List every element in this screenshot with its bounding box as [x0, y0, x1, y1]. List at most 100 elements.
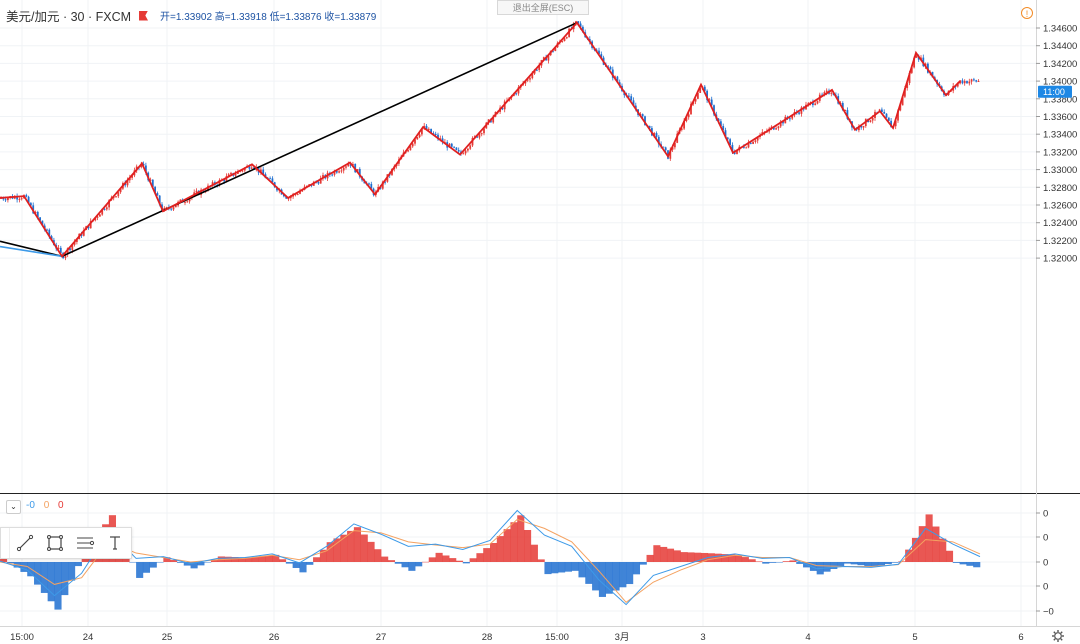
symbol-label[interactable]: 美元/加元 · 30 · FXCM: [6, 10, 132, 24]
candle-body: [846, 110, 849, 119]
candle-body: [223, 179, 225, 182]
candle-body: [674, 142, 676, 148]
price-tick-label: 1.33600: [1043, 112, 1077, 123]
fib-tool-button[interactable]: [70, 528, 100, 558]
candle-body: [582, 26, 584, 33]
macd-histogram-bar: [455, 560, 464, 562]
time-tick-label: 26: [269, 632, 280, 643]
candle-body: [542, 57, 545, 61]
candle-body: [653, 133, 656, 136]
macd-histogram-bar: [54, 562, 62, 610]
candle-body: [331, 174, 334, 176]
macd-histogram-bar: [966, 562, 974, 566]
candle-body: [262, 169, 265, 175]
candle-body: [82, 230, 85, 236]
price-tick-label: 1.32800: [1043, 183, 1077, 194]
candle-body: [260, 169, 262, 173]
candle-body: [36, 211, 39, 218]
macd-histogram-bar: [755, 561, 763, 562]
macd-histogram-bar: [136, 562, 144, 578]
candle-body: [632, 100, 635, 106]
macd-histogram-bar: [449, 558, 457, 562]
candle-body: [655, 133, 658, 137]
price-tick-label: 1.32200: [1043, 236, 1077, 247]
candle-body: [283, 194, 285, 197]
macd-histogram-bar: [551, 562, 559, 574]
candle-body: [356, 168, 359, 173]
candle-body: [289, 196, 292, 199]
candle-body: [41, 220, 44, 226]
candle-body: [687, 114, 690, 118]
current-price-tag: [1038, 85, 1072, 98]
candle-body: [800, 107, 803, 114]
candle-body: [724, 130, 727, 138]
macd-histogram-bar: [932, 526, 940, 562]
macd-histogram-bar: [415, 562, 423, 567]
macd-histogram-bar: [877, 562, 886, 566]
macd-histogram-bar: [762, 562, 770, 564]
candle-body: [883, 111, 886, 114]
candle-body: [699, 87, 702, 93]
candle-body: [296, 193, 299, 195]
macd-histogram-bar: [694, 552, 702, 562]
candle-body: [126, 180, 129, 186]
flag-icon[interactable]: [139, 10, 149, 21]
candle-body: [915, 55, 918, 58]
candle-body: [71, 244, 74, 251]
rectangle-tool-button[interactable]: [40, 528, 70, 558]
candle-body: [184, 201, 186, 203]
chart-header: 美元/加元 · 30 · FXCM 开=1.33902 高=1.33918 低=…: [6, 6, 376, 25]
macd-histogram-bar: [313, 557, 321, 562]
macd-histogram-bar: [285, 562, 293, 564]
candle-body: [253, 167, 255, 169]
macd-histogram-bar: [564, 562, 572, 572]
candle-body: [752, 141, 754, 144]
candle-body: [234, 173, 237, 176]
time-tick-label: 24: [83, 632, 94, 643]
trendline: [0, 245, 63, 258]
candle-body: [186, 201, 189, 203]
candle-body: [128, 177, 131, 181]
candle-body: [467, 148, 469, 151]
macd-histogram-bar: [68, 562, 76, 581]
candle-body: [703, 86, 706, 91]
macd-tick-label: 0: [1043, 509, 1048, 520]
candle-body: [476, 136, 478, 138]
macd-histogram-bar: [843, 562, 851, 564]
candle-body: [418, 134, 421, 138]
candle-body: [416, 137, 419, 140]
text-tool-button[interactable]: [100, 528, 130, 558]
candle-body: [616, 76, 619, 83]
price-tick-label: 1.34000: [1043, 77, 1077, 88]
candle-body: [961, 80, 964, 84]
time-tick-label: 6: [1018, 632, 1023, 643]
macd-histogram-bar: [673, 550, 681, 562]
warning-icon[interactable]: !: [1021, 7, 1033, 19]
macd-histogram-bar: [156, 562, 164, 563]
candle-body: [211, 182, 214, 186]
toolbar-grip[interactable]: [1, 528, 10, 558]
candle-body: [798, 112, 800, 114]
candle-body: [644, 116, 646, 126]
macd-histogram-bar: [735, 554, 743, 562]
candle-body: [538, 65, 541, 70]
candle-body: [536, 69, 538, 71]
macd-histogram-bar: [666, 548, 675, 562]
line-tool-button[interactable]: [10, 528, 40, 558]
candle-body: [977, 80, 980, 82]
exit-fullscreen-button[interactable]: 退出全屏(ESC): [497, 0, 589, 15]
candle-body: [170, 208, 173, 210]
macd-histogram-bar: [183, 562, 191, 566]
candle-body: [158, 195, 161, 205]
candle-body: [105, 207, 108, 210]
collapse-indicator-button[interactable]: ⌄: [6, 500, 21, 514]
macd-histogram-bar: [660, 546, 668, 562]
macd-histogram-bar: [6, 562, 14, 564]
settings-gear-icon[interactable]: [1052, 630, 1064, 642]
candle-body: [94, 217, 97, 221]
candle-body: [450, 143, 453, 147]
macd-histogram-bar: [496, 536, 504, 562]
candle-body: [963, 80, 966, 84]
